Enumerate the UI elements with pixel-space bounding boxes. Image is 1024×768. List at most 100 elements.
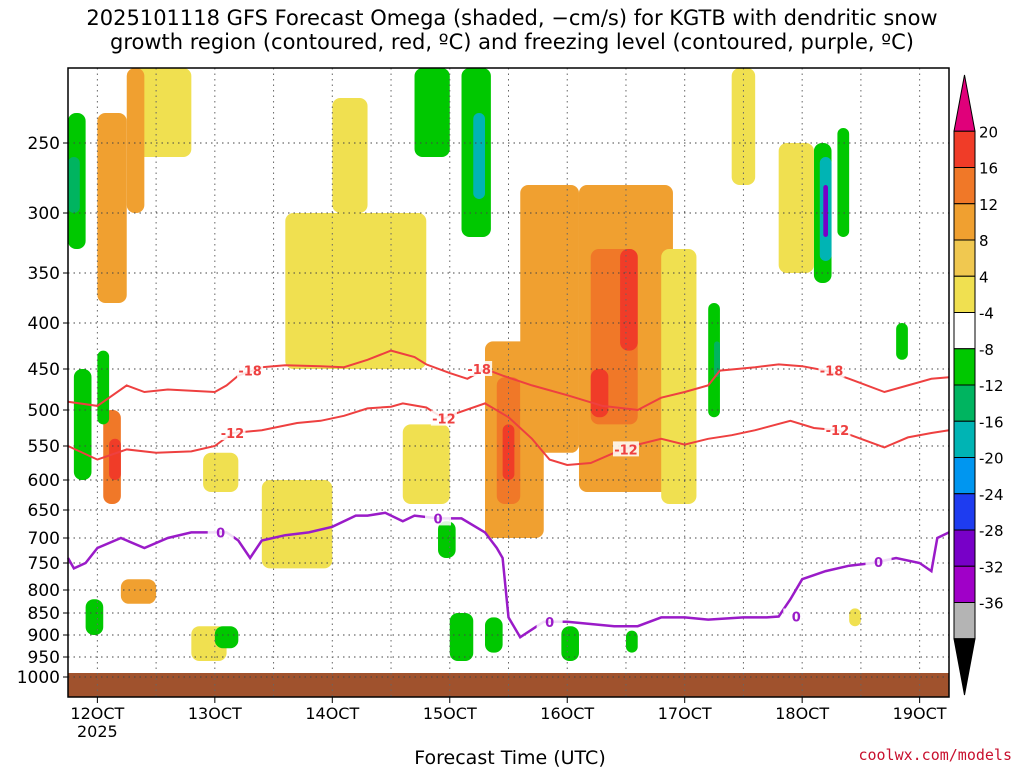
label-freezing-3: 0	[536, 613, 563, 631]
colorbar-label-3: 8	[979, 232, 989, 250]
label-freezing-2: 0	[425, 510, 452, 527]
omega-region-15	[285, 213, 427, 369]
label-freezing-1: 0	[207, 524, 234, 541]
omega-region-39	[561, 626, 579, 661]
label-dgz-bottom-2-bg	[430, 410, 457, 426]
label-freezing-3-bg	[536, 613, 563, 629]
omega-region-28	[661, 249, 697, 504]
label-freezing-5-text: 0	[792, 611, 801, 626]
colorbar-label-8: -16	[979, 413, 1004, 431]
x-tick-label-17: 17OCT	[658, 704, 712, 723]
x-tick-label-18: 18OCT	[775, 704, 829, 723]
x-tick-label-14: 14OCT	[305, 704, 359, 723]
colorbar-seg-1	[953, 130, 976, 168]
label-dgz-bottom-1: -12	[219, 425, 246, 442]
omega-shading	[68, 68, 908, 661]
colorbar-seg-2	[953, 167, 976, 205]
label-freezing-1-bg	[207, 524, 234, 540]
year-label: 2025	[77, 722, 118, 741]
label-freezing-5-bg	[783, 608, 810, 624]
label-freezing-2-bg	[425, 510, 452, 526]
label-dgz-top-3: -18	[818, 362, 845, 380]
y-tick-label-750: 750	[28, 554, 60, 574]
credit-text: coolwx.com/models	[858, 746, 1012, 764]
omega-region-41	[896, 323, 908, 360]
colorbar-seg-10	[953, 457, 976, 495]
label-freezing-5: 0	[783, 608, 810, 626]
label-dgz-top-2-bg	[466, 361, 493, 376]
label-freezing-4-text: 0	[874, 556, 883, 571]
label-dgz-top-3-bg	[818, 362, 845, 378]
omega-region-40	[625, 630, 638, 653]
label-dgz-top-2: -18	[466, 361, 493, 378]
omega-region-9	[85, 599, 104, 635]
x-axis: 12OCT 13OCT 14OCT 15OCT 16OCT 17OCT 18OCT 19OCT	[70, 697, 947, 723]
colorbar: 20 16 12 8 4 -4 -8 -12 -16 -20 -24 -28 -32 -36	[953, 74, 1004, 696]
chart-title-line2: growth region (contoured, red, ºC) and f…	[110, 30, 914, 54]
y-tick-label-500: 500	[28, 401, 60, 421]
omega-region-7	[73, 369, 92, 480]
label-dgz-bottom-1-bg	[219, 425, 246, 441]
colorbar-label-12: -32	[979, 558, 1004, 576]
colorbar-label-10: -24	[979, 486, 1004, 504]
label-freezing-2-text: 0	[433, 512, 442, 527]
colorbar-seg-5	[953, 275, 976, 313]
y-tick-label-550: 550	[28, 437, 60, 457]
label-dgz-bottom-3-text: -12	[614, 443, 638, 458]
x-tick-label-12: 12OCT	[70, 704, 124, 723]
omega-region-36	[778, 143, 814, 273]
omega-region-33	[823, 185, 829, 237]
omega-region-13	[120, 579, 157, 604]
y-tick-label-400: 400	[28, 314, 60, 334]
colorbar-label-1: 16	[979, 160, 998, 178]
y-tick-label-950: 950	[28, 648, 60, 668]
colorbar-label-2: 12	[979, 196, 998, 214]
label-dgz-bottom-3: -12	[612, 441, 639, 458]
omega-region-19	[473, 113, 486, 199]
label-freezing-4-bg	[865, 554, 892, 569]
colorbar-seg-13	[953, 565, 976, 603]
omega-region-26	[620, 249, 638, 351]
omega-region-17	[414, 68, 450, 157]
colorbar-label-6: -8	[979, 341, 994, 359]
label-dgz-bottom-3-bg	[612, 441, 639, 457]
colorbar-seg-11	[953, 493, 976, 531]
label-dgz-bottom-1-text: -12	[221, 427, 245, 442]
label-dgz-bottom-4-bg	[824, 422, 851, 438]
plot-frame	[67, 67, 950, 698]
colorbar-label-7: -12	[979, 377, 1004, 395]
y-tick-label-350: 350	[28, 264, 60, 284]
label-dgz-top-1-text: -18	[238, 365, 262, 380]
omega-region-12	[214, 626, 239, 649]
label-dgz-top-1: -18	[237, 362, 264, 380]
y-tick-label-300: 300	[28, 204, 60, 224]
colorbar-label-9: -20	[979, 450, 1004, 468]
label-dgz-top-1-bg	[237, 362, 264, 378]
omega-region-30	[714, 341, 720, 378]
label-dgz-top-2-text: -18	[467, 363, 491, 378]
colorbar-bottom-arrow	[953, 638, 976, 696]
colorbar-seg-3	[953, 203, 976, 241]
x-tick-label-15: 15OCT	[423, 704, 477, 723]
y-tick-label-700: 700	[28, 529, 60, 549]
y-tick-label-250: 250	[28, 134, 60, 154]
contours: -18 -18 -18 -12 -12 -12 -12 0 0 0 0 0	[66, 349, 950, 639]
label-dgz-bottom-2: -12	[430, 410, 457, 428]
colorbar-seg-12	[953, 529, 976, 567]
colorbar-label-13: -36	[979, 595, 1004, 613]
omega-region-38	[485, 617, 503, 653]
colorbar-seg-6	[953, 312, 976, 350]
omega-region-2	[109, 438, 121, 480]
y-tick-label-650: 650	[28, 501, 60, 521]
omega-region-3	[132, 68, 192, 157]
omega-region-4	[126, 68, 145, 213]
y-tick-label-1000: 1000	[17, 668, 60, 688]
colorbar-seg-4	[953, 239, 976, 277]
x-tick-label-19: 19OCT	[893, 704, 947, 723]
label-dgz-bottom-2-text: -12	[432, 413, 456, 428]
omega-region-42	[849, 608, 861, 627]
omega-region-22	[502, 424, 515, 480]
omega-region-34	[837, 128, 850, 237]
omega-region-43	[402, 424, 450, 504]
omega-region-10	[203, 452, 239, 492]
